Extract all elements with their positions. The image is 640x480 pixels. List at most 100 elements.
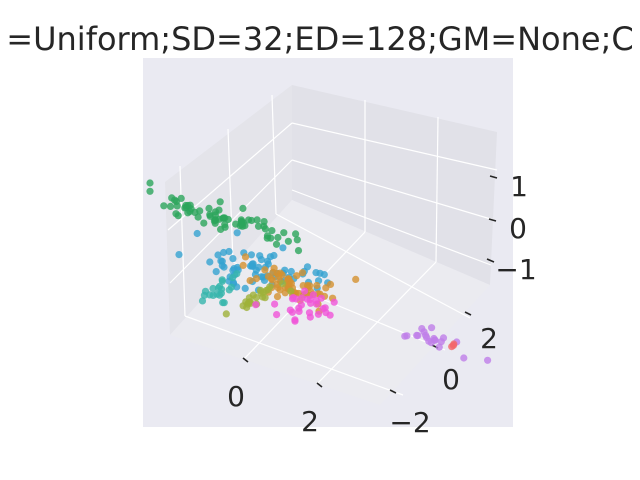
- scatter-point: [146, 179, 154, 187]
- scatter-point: [431, 336, 439, 344]
- scatter-point: [288, 295, 297, 303]
- scatter-point: [257, 256, 265, 264]
- scatter-point: [291, 317, 299, 325]
- z-tick-label: −1: [495, 253, 536, 286]
- scatter-point: [245, 294, 253, 302]
- scatter-point: [229, 255, 237, 263]
- scatter-point: [312, 296, 320, 305]
- scatter-point: [146, 187, 154, 195]
- scatter-point: [450, 340, 458, 348]
- scatter-point: [261, 294, 269, 302]
- scatter-point: [484, 356, 492, 364]
- scatter-point: [200, 219, 208, 227]
- scatter-point: [413, 331, 421, 339]
- scatter-point: [261, 266, 269, 274]
- scatter-point: [284, 237, 292, 245]
- scatter-point: [254, 222, 263, 230]
- scatter-point: [255, 263, 263, 271]
- scatter-point: [460, 354, 468, 362]
- scatter-point: [303, 263, 312, 271]
- scatter-point: [266, 283, 274, 291]
- scatter-point: [227, 283, 236, 291]
- scatter-point: [212, 268, 220, 276]
- scatter-point: [319, 305, 327, 313]
- scatter-point: [280, 229, 288, 237]
- scatter-point: [248, 262, 257, 270]
- scatter-point: [294, 247, 303, 255]
- scatter-point: [191, 208, 199, 216]
- scatter-point: [253, 216, 261, 224]
- scatter-point: [403, 332, 411, 340]
- tick-marks: [242, 175, 498, 394]
- scatter-point: [160, 202, 168, 210]
- x-tick-label: 0: [227, 380, 245, 413]
- scatter-point: [248, 216, 256, 225]
- scatter-point: [216, 198, 224, 206]
- y-tick-label: 2: [480, 322, 498, 355]
- scatter-point: [211, 219, 219, 227]
- scatter-point: [239, 204, 247, 212]
- scatter-point: [218, 262, 226, 270]
- scatter-point: [326, 280, 335, 288]
- scatter-point: [252, 275, 260, 283]
- scatter-point: [307, 299, 315, 307]
- scatter-point: [273, 311, 281, 319]
- data-points: [146, 179, 492, 364]
- scatter-point: [222, 310, 230, 318]
- scatter-point: [287, 279, 295, 287]
- scatter-point: [263, 257, 272, 265]
- scatter-point: [298, 269, 307, 277]
- scatter-point: [193, 229, 201, 238]
- scatter-point: [239, 261, 247, 269]
- scatter-point: [200, 291, 208, 299]
- scatter-point: [218, 276, 226, 284]
- scatter-point: [276, 286, 284, 294]
- scatter-point: [175, 251, 183, 259]
- scatter-point: [221, 214, 229, 222]
- scatter-point: [309, 291, 317, 299]
- scatter-point: [313, 281, 321, 290]
- scatter-point: [233, 270, 241, 278]
- scatter-point: [246, 277, 254, 285]
- scatter-point: [214, 284, 222, 292]
- z-tick-label: 1: [510, 170, 528, 203]
- scatter-point: [241, 253, 250, 261]
- x-tick-label: 2: [301, 405, 319, 438]
- scatter-point: [293, 236, 301, 244]
- scatter-point: [279, 280, 287, 288]
- scatter-point: [209, 284, 217, 293]
- scatter-point: [209, 291, 217, 299]
- z-tick-label: 0: [509, 212, 527, 245]
- scatter-point: [274, 233, 282, 242]
- scatter-point: [252, 301, 260, 309]
- scatter-point: [298, 294, 306, 302]
- scatter-point: [286, 306, 294, 314]
- scatter-point: [217, 225, 225, 233]
- scatter-point: [238, 217, 246, 225]
- scatter-point: [225, 247, 233, 256]
- scatter-point: [177, 194, 185, 202]
- scatter-point: [247, 251, 255, 259]
- scatter-point: [186, 201, 194, 209]
- left-pane: [165, 85, 292, 335]
- scatter-point: [166, 202, 175, 210]
- scatter-point: [273, 293, 282, 301]
- scatter-point: [219, 299, 227, 307]
- scatter-point: [261, 225, 269, 233]
- scatter-point: [214, 251, 222, 259]
- scatter-point: [220, 248, 228, 257]
- scatter-point: [269, 276, 277, 284]
- scatter-point: [305, 309, 314, 317]
- scatter-point: [297, 301, 305, 309]
- scatter-point: [206, 258, 214, 266]
- y-tick-label: −2: [389, 406, 430, 439]
- scatter-point: [420, 328, 428, 336]
- scatter-point: [301, 287, 309, 295]
- scatter-point: [326, 311, 334, 319]
- scatter-point: [198, 297, 207, 305]
- scatter-point: [272, 240, 281, 248]
- scatter-point: [312, 269, 320, 277]
- scatter-point: [211, 211, 219, 219]
- scatter-point: [256, 286, 265, 294]
- scatter-point: [330, 298, 338, 306]
